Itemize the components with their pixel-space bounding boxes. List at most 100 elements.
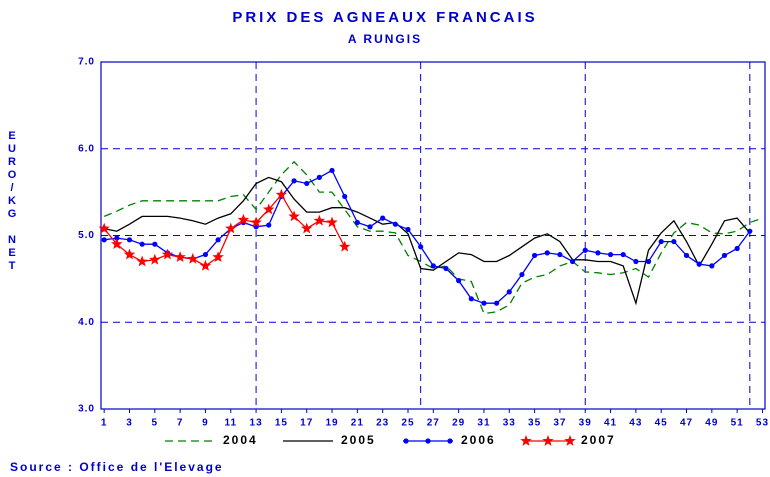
point [161,248,174,260]
point [418,244,424,250]
x-tick-label: 7 [177,418,184,429]
legend-marker [564,435,576,446]
x-tick-label: 5 [152,418,159,429]
x-tick-label: 27 [427,418,440,429]
point [149,253,161,265]
x-tick-label: 45 [655,418,668,429]
point [301,222,313,234]
x-tick-label: 53 [756,418,769,429]
point [304,180,310,187]
y-tick-label: 5.0 [78,230,95,241]
point [620,251,626,258]
x-tick-label: 11 [224,418,237,429]
legend-marker [447,438,453,444]
x-tick-label: 29 [452,418,465,429]
point [215,237,221,243]
point [481,300,487,306]
x-tick-label: 47 [680,418,693,429]
point [709,263,715,269]
x-tick-label: 31 [477,418,490,429]
chart-subtitle: A RUNGIS [348,32,422,46]
x-tick-label: 23 [376,418,389,429]
point [263,203,275,215]
legend-marker [403,438,409,444]
point [633,258,639,265]
point [187,252,199,264]
point [152,241,158,247]
y-axis-label: EURO/KG NET [6,130,18,273]
point [607,251,614,258]
point [126,237,133,243]
point [114,235,120,241]
y-tick-label: 7.0 [78,57,95,68]
x-tick-label: 41 [604,418,617,429]
point [747,228,753,234]
point [98,222,110,234]
y-tick-label: 3.0 [78,404,95,415]
point [250,216,262,228]
point [443,265,449,272]
series-line [104,169,751,304]
point [202,251,209,258]
point [111,238,123,249]
point [316,174,322,180]
x-tick-label: 33 [503,418,516,429]
point [101,237,107,243]
point [392,221,398,227]
x-tick-label: 35 [528,418,541,429]
point [645,258,652,265]
point [123,248,136,260]
point [595,250,601,256]
point [531,252,538,259]
point [342,193,348,200]
point [671,238,677,245]
legend-marker [520,435,532,446]
point [557,251,563,258]
x-tick-label: 9 [202,418,209,429]
x-tick-label: 15 [275,418,288,429]
point [339,240,351,252]
x-tick-label: 19 [325,418,338,429]
point [139,241,145,247]
legend-label: 2006 [461,433,496,447]
point [291,178,297,184]
point [405,226,411,233]
point [225,222,237,234]
point [696,261,702,267]
x-tick-label: 37 [553,418,566,429]
point [683,252,690,259]
point [456,278,462,284]
x-tick-label: 13 [250,418,263,429]
legend-marker [425,438,431,444]
x-tick-label: 3 [126,418,133,429]
point [569,258,576,265]
legend-marker [542,435,554,446]
point [544,250,550,256]
point [430,263,436,269]
point [275,188,288,200]
x-tick-label: 21 [351,418,364,429]
point [468,296,474,302]
x-tick-label: 39 [579,418,592,429]
point [506,289,512,295]
x-tick-label: 49 [705,418,718,429]
source-note: Source : Office de l'Elevage [10,460,224,474]
point [329,167,335,174]
legend-label: 2005 [341,433,376,447]
point [721,252,728,259]
point [212,251,224,262]
x-tick-label: 1 [101,418,108,429]
legend-label: 2004 [223,433,258,447]
chart-title: PRIX DES AGNEAUX FRANCAIS [232,9,537,26]
point [734,245,740,252]
series-line [104,176,751,306]
x-tick-label: 25 [401,418,414,429]
point [174,251,186,262]
x-tick-label: 43 [629,418,642,429]
point [519,271,525,278]
point [354,219,360,226]
y-tick-label: 6.0 [78,143,95,154]
x-tick-label: 17 [300,418,313,429]
